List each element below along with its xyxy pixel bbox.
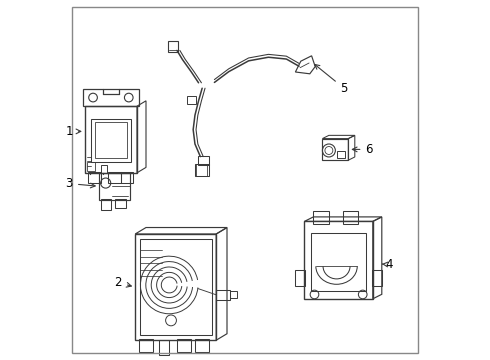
Bar	[140, 239, 212, 335]
Bar	[372, 270, 382, 286]
Bar	[195, 339, 209, 352]
Text: 3: 3	[66, 177, 95, 190]
Text: 5: 5	[315, 64, 348, 95]
Bar	[295, 270, 305, 286]
Bar	[87, 162, 95, 171]
Bar	[88, 172, 101, 183]
Bar	[195, 164, 209, 176]
Bar	[101, 165, 107, 173]
Bar	[216, 290, 230, 300]
Bar	[198, 156, 209, 165]
Text: 1: 1	[66, 125, 81, 138]
Bar	[116, 199, 126, 208]
Bar	[159, 340, 170, 355]
Text: 4: 4	[382, 258, 393, 271]
Bar	[187, 96, 196, 104]
Bar	[83, 89, 139, 106]
Bar	[343, 211, 358, 224]
Bar	[139, 339, 153, 352]
Bar	[101, 199, 111, 210]
Bar	[85, 106, 137, 173]
Bar	[176, 339, 191, 352]
Bar	[322, 139, 348, 160]
Bar	[311, 233, 367, 291]
Bar	[304, 221, 373, 299]
Text: 2: 2	[115, 276, 131, 289]
Bar	[135, 234, 216, 340]
Bar	[337, 151, 345, 158]
Bar	[108, 172, 121, 183]
Text: 6: 6	[352, 143, 373, 156]
Bar	[230, 291, 237, 298]
Bar	[95, 122, 127, 158]
Bar	[121, 172, 133, 183]
Bar	[314, 211, 328, 224]
Bar	[99, 173, 130, 200]
Bar	[91, 119, 130, 162]
